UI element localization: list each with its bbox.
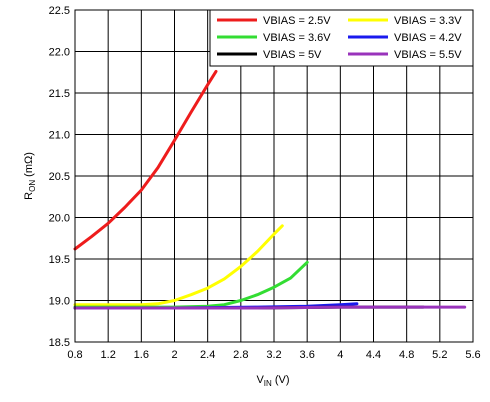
x-tick-label: 4 (337, 349, 343, 361)
series-line-2 (73, 224, 284, 307)
legend-label: VBIAS = 4.2V (394, 32, 462, 44)
legend-label: VBIAS = 5.5V (394, 49, 462, 61)
y-tick-label: 22.0 (49, 47, 70, 59)
y-tick-label: 21.5 (49, 88, 70, 100)
x-tick-label: 4.8 (399, 349, 414, 361)
legend-label: VBIAS = 3.6V (263, 32, 331, 44)
x-axis-title-unit: (V) (272, 374, 290, 386)
data-series (73, 69, 467, 310)
y-tick-label: 21.0 (49, 130, 70, 142)
tick-labels: 0.8 1.2 1.6 2 2.4 2.8 3.2 3.6 4 4.4 4.8 5.2 5.6 18.5 1… (49, 5, 481, 361)
x-tick-label: 2.8 (233, 349, 248, 361)
x-tick-label: 5.6 (465, 349, 480, 361)
series-line-1 (73, 69, 218, 251)
y-tick-label: 19.5 (49, 254, 70, 266)
y-tick-label: 22.5 (49, 5, 70, 17)
legend-label: VBIAS = 3.3V (394, 15, 462, 27)
y-tick-label: 20.0 (49, 213, 70, 225)
x-axis-title-main: V (256, 374, 264, 386)
x-axis-title-subscript: IN (264, 379, 272, 388)
y-axis-title: RON (mΩ) (23, 152, 37, 200)
x-tick-label: 0.8 (67, 349, 82, 361)
y-tick-label: 19.0 (49, 296, 70, 308)
y-tick-label: 18.5 (49, 337, 70, 349)
x-tick-label: 1.2 (101, 349, 116, 361)
y-tick-label: 20.5 (49, 171, 70, 183)
x-tick-label: 1.6 (134, 349, 149, 361)
y-axis-title-subscript: ON (28, 180, 37, 192)
x-tick-label: 5.2 (432, 349, 447, 361)
y-axis-title-unit: (mΩ) (23, 152, 35, 180)
series-line-6 (73, 305, 467, 310)
x-tick-label: 3.6 (300, 349, 315, 361)
legend-label: VBIAS = 5V (263, 49, 322, 61)
x-tick-label: 2 (171, 349, 177, 361)
y-axis-title-main: R (23, 192, 35, 200)
legend-label: VBIAS = 2.5V (263, 15, 331, 27)
x-axis-title: VIN (V) (256, 374, 289, 388)
x-tick-label: 3.2 (266, 349, 281, 361)
x-tick-label: 4.4 (366, 349, 381, 361)
legend: VBIAS = 2.5V VBIAS = 3.3V VBIAS = 3.6V VBIA… (209, 9, 474, 67)
x-tick-label: 2.4 (200, 349, 215, 361)
